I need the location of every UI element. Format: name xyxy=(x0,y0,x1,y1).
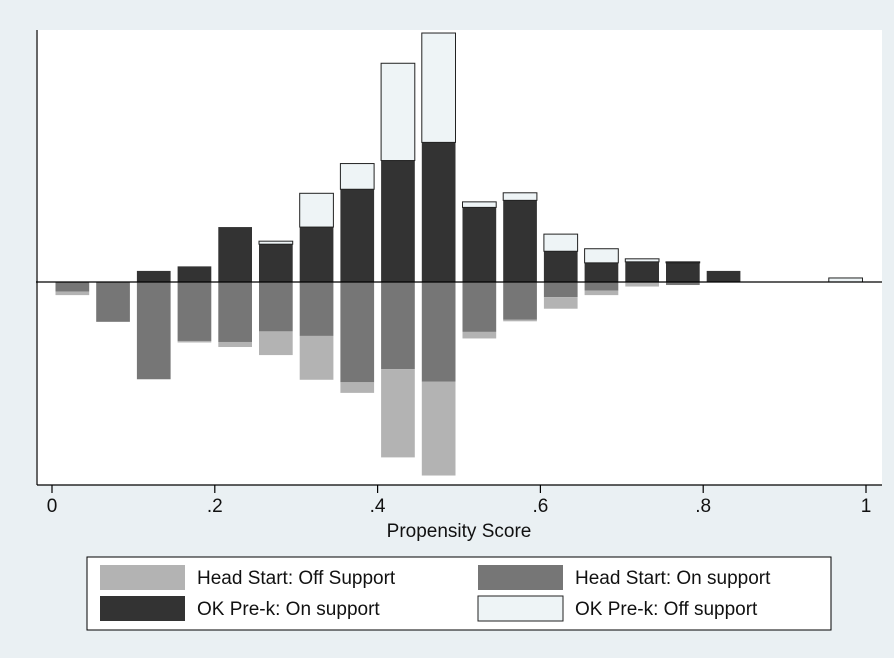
bar-ok-pre-k-off-support-13 xyxy=(584,248,619,264)
bar-ok-pre-k-on-support-10 xyxy=(462,207,497,282)
x-tick-label-4: .8 xyxy=(695,496,711,517)
bars-group xyxy=(55,32,863,476)
bar-ok-pre-k-off-support-6 xyxy=(299,192,334,228)
bar-ok-pre-k-off-support-7 xyxy=(339,163,375,190)
legend: Head Start: Off Support Head Start: On su… xyxy=(100,565,771,622)
bar-head-start-off-support-4 xyxy=(218,341,252,348)
bar-head-start-on-support-2 xyxy=(136,282,171,380)
bar-head-start-off-support-9 xyxy=(421,381,456,476)
bar-head-start-on-support-9 xyxy=(421,282,456,382)
legend-label-ok-pre-k-on-support: OK Pre-k: On support xyxy=(197,599,380,620)
x-tick-label-3: .6 xyxy=(532,496,548,517)
bar-head-start-on-support-0 xyxy=(55,282,90,292)
bar-ok-pre-k-off-support-5 xyxy=(258,240,294,245)
bar-head-start-off-support-11 xyxy=(503,319,537,322)
bar-ok-pre-k-on-support-16 xyxy=(706,270,741,282)
bar-head-start-on-support-6 xyxy=(299,282,334,336)
x-axis-ticks: 0 .2 .4 .6 .8 1 xyxy=(47,485,872,517)
bar-head-start-on-support-4 xyxy=(218,282,252,342)
bar-ok-pre-k-on-support-13 xyxy=(584,262,619,282)
bar-head-start-off-support-13 xyxy=(584,290,619,296)
bar-head-start-on-support-7 xyxy=(340,282,375,383)
bar-head-start-off-support-8 xyxy=(381,369,415,458)
bar-ok-pre-k-on-support-2 xyxy=(136,270,171,282)
bar-head-start-off-support-14 xyxy=(625,282,659,287)
bar-head-start-off-support-12 xyxy=(543,297,578,309)
bar-ok-pre-k-on-support-3 xyxy=(177,266,212,282)
bar-head-start-on-support-12 xyxy=(543,282,578,298)
x-tick-label-2: .4 xyxy=(370,496,386,517)
bar-head-start-off-support-6 xyxy=(299,335,334,380)
bar-ok-pre-k-off-support-14 xyxy=(624,258,660,263)
bar-ok-pre-k-on-support-15 xyxy=(666,262,700,282)
bar-head-start-on-support-5 xyxy=(259,282,293,332)
x-tick-label-0: 0 xyxy=(47,496,58,517)
bar-ok-pre-k-on-support-5 xyxy=(259,244,293,282)
bar-head-start-on-support-13 xyxy=(584,282,619,291)
bar-ok-pre-k-on-support-7 xyxy=(340,189,375,282)
bar-head-start-off-support-0 xyxy=(55,291,90,296)
legend-swatch-head-start-on-support xyxy=(478,565,563,590)
bar-ok-pre-k-off-support-15 xyxy=(665,261,701,264)
legend-swatch-head-start-off-support xyxy=(100,565,185,590)
x-axis-label: Propensity Score xyxy=(387,521,532,542)
bar-ok-pre-k-off-support-8 xyxy=(380,62,416,162)
bar-head-start-on-support-1 xyxy=(96,282,130,322)
bar-ok-pre-k-off-support-17 xyxy=(828,277,863,283)
legend-label-ok-pre-k-off-support: OK Pre-k: Off support xyxy=(575,599,758,620)
bar-head-start-on-support-8 xyxy=(381,282,415,370)
legend-box xyxy=(86,556,832,631)
legend-label-head-start-off-support: Head Start: Off Support xyxy=(197,568,396,589)
bar-ok-pre-k-on-support-9 xyxy=(421,142,456,282)
bar-ok-pre-k-on-support-14 xyxy=(625,261,659,282)
plot-area xyxy=(36,30,882,485)
bar-head-start-off-support-5 xyxy=(259,331,293,356)
legend-swatch-ok-pre-k-off-support xyxy=(477,595,564,622)
bar-head-start-on-support-10 xyxy=(462,282,497,332)
bar-head-start-on-support-3 xyxy=(177,282,212,341)
bar-ok-pre-k-on-support-4 xyxy=(218,227,252,282)
bar-ok-pre-k-on-support-11 xyxy=(503,200,537,282)
bar-ok-pre-k-on-support-12 xyxy=(543,251,578,282)
bar-ok-pre-k-off-support-10 xyxy=(462,201,497,208)
bar-head-start-off-support-3 xyxy=(177,340,212,343)
legend-swatch-ok-pre-k-on-support xyxy=(100,596,185,621)
bar-ok-pre-k-on-support-8 xyxy=(381,160,415,282)
bar-ok-pre-k-off-support-12 xyxy=(543,233,579,252)
bar-head-start-on-support-15 xyxy=(666,282,700,286)
x-tick-label-5: 1 xyxy=(861,496,872,517)
x-tick-label-1: .2 xyxy=(207,496,223,517)
bar-ok-pre-k-off-support-11 xyxy=(502,192,538,201)
legend-label-head-start-on-support: Head Start: On support xyxy=(575,568,771,589)
bar-ok-pre-k-off-support-9 xyxy=(421,32,456,143)
bar-head-start-off-support-7 xyxy=(340,382,375,393)
bar-head-start-off-support-10 xyxy=(462,331,497,339)
bar-ok-pre-k-on-support-6 xyxy=(299,227,334,282)
bar-head-start-on-support-11 xyxy=(503,282,537,320)
